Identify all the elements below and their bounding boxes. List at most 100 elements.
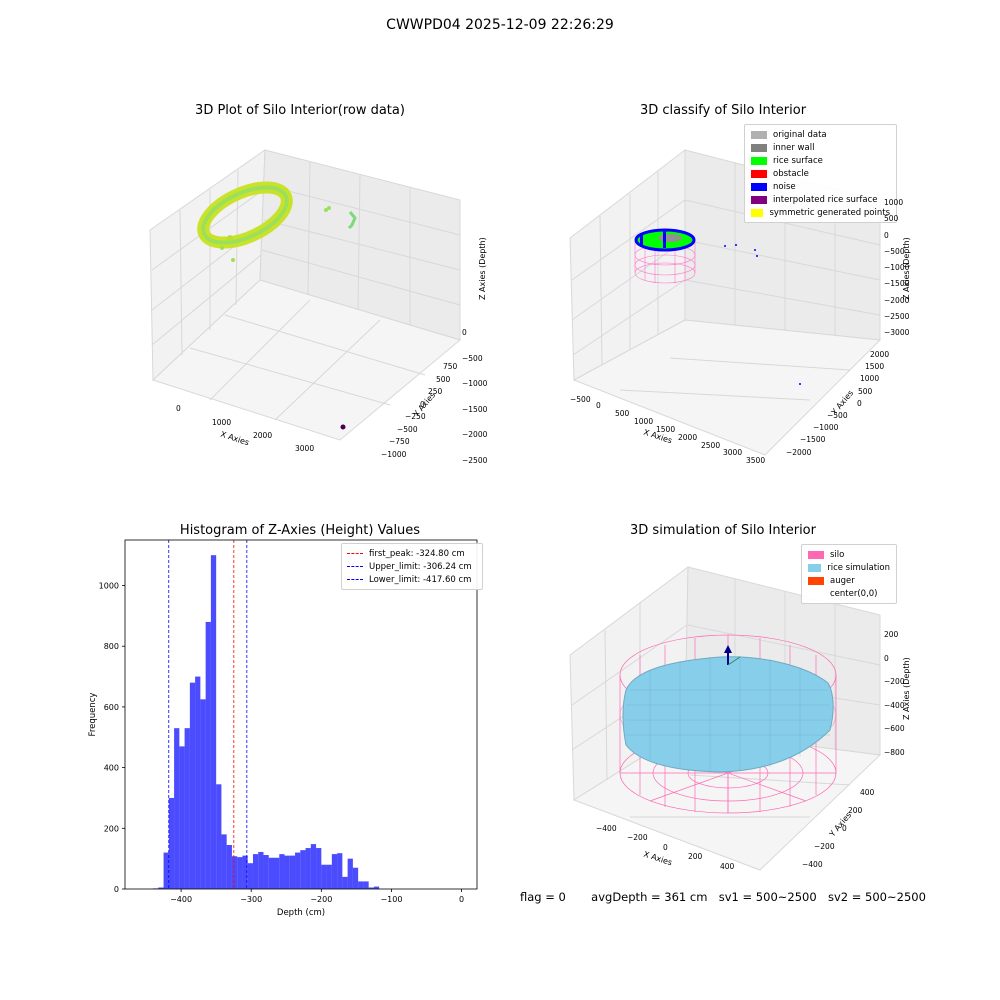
histogram-bar — [205, 621, 211, 889]
histogram-xlabel: Depth (cm) — [277, 908, 325, 918]
panel1-yticks: 750 500 250 0 −250 −500 −750 −1000 — [381, 362, 458, 459]
histogram-bar — [179, 746, 185, 889]
histogram-bar — [258, 851, 264, 889]
panel2-point-cloud — [634, 228, 801, 385]
sv2-value: sv2 = 500~2500 — [827, 890, 926, 904]
histogram-bar — [237, 857, 243, 889]
histogram-bar — [300, 850, 306, 889]
figure-title: CWWPD04 2025-12-09 22:26:29 — [386, 17, 614, 33]
histogram-bar — [295, 852, 301, 889]
panel2-zlabel: Z Axies (Depth) — [902, 237, 911, 300]
panel4-legend: silo rice simulation auger center(0,0) — [801, 544, 897, 604]
x-tick-label: −400 — [170, 895, 192, 904]
histogram-bar — [226, 844, 232, 889]
histogram-bar — [337, 853, 343, 889]
legend-entry: silo — [808, 548, 890, 561]
legend-swatch — [347, 553, 363, 554]
histogram-bar — [210, 555, 217, 889]
status-line: flag = 0 avgDepth = 361 cm sv1 = 500~250… — [520, 890, 926, 904]
histogram-bar — [174, 728, 180, 889]
histogram-bar — [373, 886, 380, 889]
histogram-legend: first_peak: -324.80 cm Upper_limit: -306… — [341, 543, 483, 590]
panel1-xtick-3: 3000 — [295, 444, 315, 453]
x-tick-label: 0 — [459, 895, 464, 904]
panel4-3d-plot — [569, 565, 882, 871]
panel1-zticks: 0 −500 −1000 −1500 −2000 −2500 — [462, 328, 488, 465]
legend-entry: Upper_limit: -306.24 cm — [347, 560, 477, 573]
histogram-bar — [363, 881, 369, 889]
legend-entry: symmetric generated points — [751, 206, 890, 219]
histogram-bar — [231, 856, 238, 889]
y-tick-label: 800 — [104, 642, 119, 651]
histogram-bar — [189, 682, 196, 889]
legend-entry: first_peak: -324.80 cm — [347, 547, 477, 560]
legend-swatch — [751, 169, 767, 178]
histogram-bar — [184, 728, 190, 889]
flag-value: flag = 0 — [520, 890, 566, 904]
panel2-legend: original data inner wall rice surface ob… — [744, 124, 897, 223]
legend-swatch — [808, 576, 824, 585]
histogram-bar — [221, 834, 227, 889]
legend-swatch — [751, 195, 767, 204]
histogram-bar — [321, 864, 327, 889]
histogram-bar — [284, 855, 290, 889]
legend-entry: obstacle — [751, 167, 890, 180]
y-tick-label: 200 — [104, 824, 119, 833]
histogram-bar — [305, 848, 311, 889]
histogram-bar — [358, 881, 364, 889]
histogram-bar — [274, 857, 280, 889]
histogram-plot-area: −400 −300 −200 −100 0 0 200 400 600 800 1000 Depth … — [88, 539, 478, 918]
histogram-title: Histogram of Z-Axies (Height) Values — [179, 523, 421, 538]
histogram-bar — [316, 848, 322, 889]
panel4-zlabel: Z Axies (Depth) — [902, 657, 911, 720]
legend-swatch — [347, 579, 363, 580]
panel1-3d-plot — [149, 149, 462, 441]
panel1-title: 3D Plot of Silo Interior(row data) — [195, 103, 405, 118]
legend-entry: inner wall — [751, 141, 890, 154]
panel2-yticks: 2000 1500 1000 500 0 −500 −1000 −1500 −2… — [786, 350, 890, 457]
panel1-xtick-0: 0 — [176, 404, 181, 413]
legend-entry: original data — [751, 128, 890, 141]
legend-entry: rice surface — [751, 154, 890, 167]
histogram-bar — [289, 855, 296, 889]
legend-swatch — [751, 182, 767, 191]
panel1-xtick-2: 2000 — [253, 431, 273, 440]
histogram-bar — [163, 852, 169, 889]
histogram-bar — [326, 864, 332, 889]
panel4-yticks: 400 200 0 −200 −400 — [802, 788, 875, 869]
legend-swatch — [751, 156, 767, 165]
legend-swatch — [347, 566, 363, 567]
panel2-zticks: 1000 500 0 −500 −1000 −1500 −2000 −2500 −3000 — [884, 198, 910, 338]
x-tick-label: −200 — [310, 895, 332, 904]
histogram-bar — [368, 887, 374, 889]
histogram-bar — [331, 854, 338, 889]
panel2-3d-plot — [569, 148, 882, 456]
x-tick-label: −300 — [240, 895, 262, 904]
x-tick-label: −100 — [380, 895, 402, 904]
legend-entry: noise — [751, 180, 890, 193]
panel1-point-cloud — [197, 181, 357, 430]
histogram-bar — [310, 844, 317, 889]
histogram-bar — [195, 676, 201, 889]
y-tick-label: 400 — [104, 764, 119, 773]
histogram-bar — [342, 876, 348, 889]
histogram-frame — [124, 539, 478, 890]
panel4-title: 3D simulation of Silo Interior — [630, 523, 816, 538]
legend-swatch — [751, 143, 767, 152]
histogram-ylabel: Frequency — [88, 693, 98, 737]
histogram-bar — [279, 854, 285, 889]
histogram-chart: −400 −300 −200 −100 0 0 200 400 600 800 1000 Depth … — [88, 539, 478, 918]
panel4-auger — [724, 645, 741, 666]
panel1-zlabel: Z Axies (Depth) — [478, 237, 487, 300]
legend-entry: center(0,0) — [808, 587, 890, 600]
panel1-axes-box — [149, 149, 462, 441]
legend-swatch — [808, 550, 824, 559]
legend-swatch — [808, 563, 822, 572]
y-tick-label: 0 — [114, 885, 119, 894]
histogram-bar — [216, 784, 222, 889]
legend-swatch — [808, 589, 824, 598]
legend-swatch — [751, 130, 767, 139]
histogram-bar — [263, 855, 269, 889]
y-tick-label: 600 — [104, 703, 119, 712]
legend-entry: interpolated rice surface — [751, 193, 890, 206]
